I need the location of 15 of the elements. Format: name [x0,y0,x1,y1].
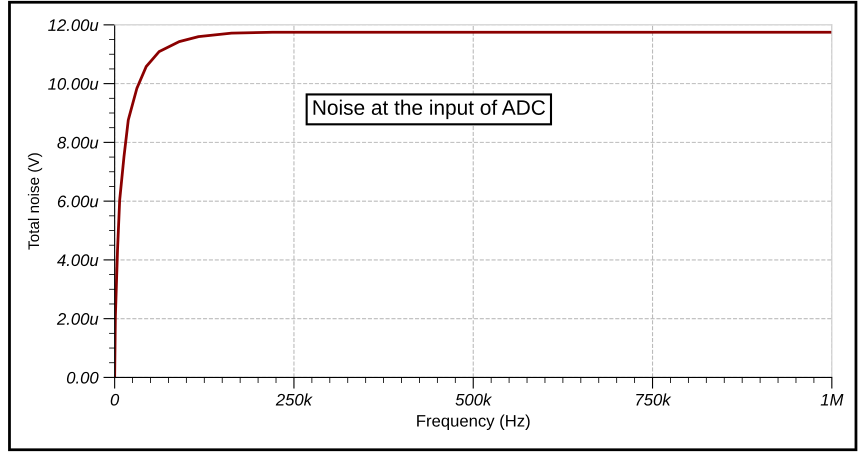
x-tick-label: 250k [276,393,313,406]
y-axis-title: Total noise (V) [28,153,42,250]
y-tick-label: 8.00u [57,136,98,149]
x-tick-label: 0 [110,394,120,406]
annotation: Noise at the input of ADC [314,100,546,120]
y-tick-label: 4.00u [57,254,98,266]
x-tick-label: 1M [820,394,844,406]
y-tick-label: 0.00 [66,372,99,384]
y-tick-label: 12.00u [48,19,98,32]
y-tick-label: 10.00u [48,78,98,90]
y-tick-label: 2.00u [56,313,98,325]
x-axis-title: Frequency (Hz) [417,414,530,430]
x-tick-label: 750k [636,393,672,406]
y-tick-label: 6.00u [58,196,98,208]
x-tick-label: 500k [456,393,492,406]
